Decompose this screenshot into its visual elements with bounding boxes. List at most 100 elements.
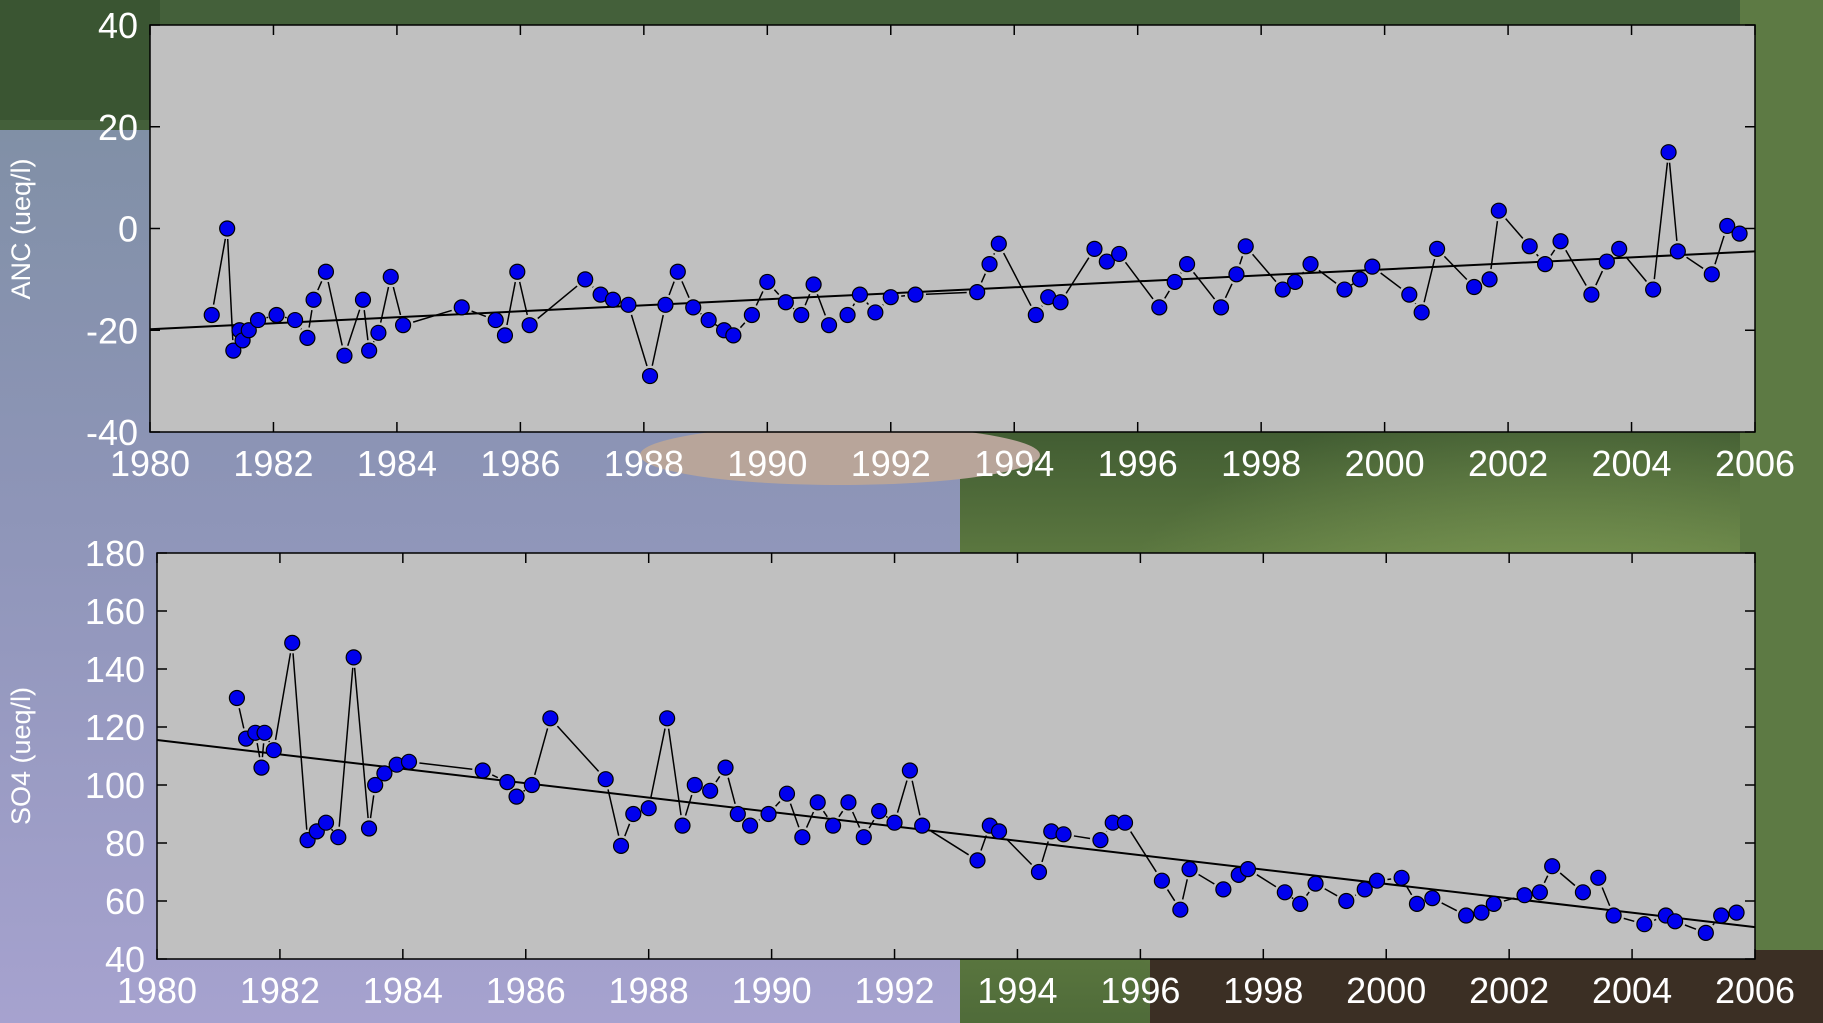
so4-data-point	[228, 689, 245, 707]
so4-data-point	[265, 742, 282, 759]
anc-y-tick-labels: -40 -20 0 20 40	[86, 5, 138, 453]
anc-series-segment	[1653, 162, 1669, 280]
anc-y-tick-label: 40	[98, 5, 138, 46]
so4-data-point	[1172, 901, 1189, 918]
anc-data-point	[286, 311, 304, 329]
anc-data-point	[1466, 278, 1483, 296]
so4-series-segment	[1601, 887, 1611, 907]
so4-data-point	[284, 634, 301, 652]
anc-data-point	[725, 327, 742, 344]
so4-series-segment	[369, 795, 375, 819]
so4-y-tick-label: 140	[85, 649, 145, 690]
anc-series-segment	[317, 281, 323, 291]
anc-data-point	[851, 286, 869, 303]
so4-data-point	[824, 817, 842, 834]
so4-y-tick-label: 100	[85, 765, 145, 806]
so4-data-point	[1574, 884, 1592, 901]
so4-series-segment	[1324, 888, 1338, 897]
so4-x-tick-label: 1988	[609, 970, 689, 1011]
anc-data-point	[657, 296, 674, 313]
so4-data-point	[625, 805, 642, 823]
anc-x-tick-label: 1988	[604, 443, 684, 484]
so4-data-point	[1713, 907, 1730, 924]
anc-data-point	[759, 273, 776, 291]
so4-series-segment	[684, 794, 693, 816]
anc-data-point	[1178, 256, 1196, 273]
so4-data-point	[1605, 907, 1622, 924]
so4-data-point	[360, 820, 378, 837]
so4-data-point	[612, 837, 630, 855]
so4-data-point	[1338, 892, 1355, 910]
anc-data-point	[743, 306, 760, 324]
anc-series-segment	[1686, 256, 1704, 270]
anc-data-point	[1401, 286, 1418, 303]
anc-data-point	[1302, 256, 1319, 273]
so4-data-point	[1276, 884, 1293, 901]
so4-x-tick-label: 2002	[1469, 970, 1549, 1011]
anc-data-point	[867, 304, 884, 321]
so4-series-segment	[1181, 879, 1188, 900]
anc-series-segment	[1224, 283, 1233, 299]
anc-data-point	[907, 286, 924, 303]
anc-series-segment	[347, 309, 361, 346]
anc-data-point	[1086, 240, 1103, 257]
so4-x-tick-label: 1990	[732, 970, 812, 1011]
anc-data-point	[793, 306, 810, 324]
so4-data-point	[1728, 904, 1745, 921]
anc-data-point	[1537, 256, 1554, 273]
so4-series-segment	[256, 743, 261, 758]
so4-series-segment	[1543, 875, 1549, 884]
so4-series-segment	[1305, 891, 1310, 896]
so4-x-tick-label: 1982	[240, 970, 320, 1011]
so4-series-segment	[338, 667, 354, 827]
so4-series-segment	[1073, 835, 1091, 840]
so4-series-segment	[1712, 922, 1715, 926]
so4-series-segment	[1684, 924, 1697, 930]
anc-series-segment	[1239, 256, 1244, 265]
anc-x-tick-label: 1998	[1221, 443, 1301, 484]
so4-data-point	[1636, 916, 1653, 933]
anc-data-point	[394, 317, 412, 334]
so4-data-point	[1697, 924, 1714, 942]
anc-series-segment	[925, 291, 967, 295]
so4-data-point	[742, 817, 759, 834]
so4-data-point	[367, 776, 384, 794]
anc-data-point	[805, 276, 822, 293]
anc-data-point	[1151, 299, 1168, 316]
so4-data-point	[376, 765, 393, 782]
so4-data-point	[597, 771, 614, 788]
anc-data-point	[1611, 240, 1628, 257]
anc-series-segment	[1002, 252, 1032, 307]
anc-series-segment	[1251, 253, 1277, 283]
anc-data-point	[685, 299, 702, 316]
anc-series-segment	[226, 238, 234, 341]
anc-series-segment	[681, 281, 690, 299]
so4-data-point	[1307, 875, 1324, 892]
so4-series-segment	[650, 728, 666, 799]
so4-data-point	[1516, 887, 1533, 904]
anc-data-point	[1212, 299, 1230, 316]
so4-series-segment	[896, 780, 908, 813]
so4-data-point	[1030, 863, 1048, 881]
so4-data-point	[1473, 904, 1490, 921]
anc-series-segment	[651, 314, 664, 366]
anc-series-segment	[755, 291, 764, 306]
anc-x-tick-label: 2004	[1591, 443, 1671, 484]
so4-y-tick-label: 40	[105, 939, 145, 980]
so4-plot-background	[156, 552, 1756, 960]
so4-x-tick-label: 1996	[1100, 970, 1180, 1011]
anc-series-segment	[379, 286, 390, 323]
anc-data-point	[268, 306, 285, 324]
anc-data-point	[1731, 225, 1748, 242]
anc-series-segment	[1535, 253, 1539, 257]
anc-data-point	[839, 306, 856, 324]
anc-series-segment	[714, 323, 718, 327]
anc-data-point	[521, 317, 538, 334]
so4-series-segment	[261, 743, 265, 758]
so4-x-tick-label: 1980	[117, 970, 197, 1011]
anc-x-tick-label: 1992	[851, 443, 931, 484]
so4-trend-line	[156, 739, 1756, 929]
anc-series-segment	[1505, 218, 1524, 239]
anc-data-point	[496, 327, 514, 344]
anc-data-point	[1098, 253, 1115, 270]
